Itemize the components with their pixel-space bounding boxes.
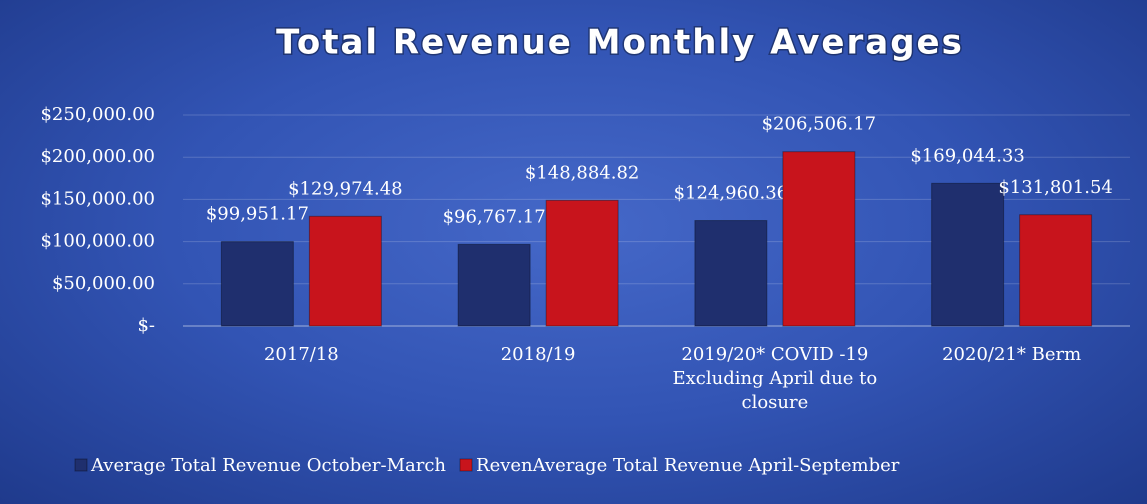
- bar: [308, 215, 382, 327]
- data-label: $206,506.17: [762, 114, 877, 135]
- bar: [931, 182, 1005, 327]
- y-tick-label: $150,000.00: [40, 188, 155, 209]
- bar: [457, 243, 531, 327]
- data-label: $129,974.48: [288, 178, 403, 199]
- x-tick-label: 2019/20* COVID -19 Excluding April due t…: [672, 344, 878, 413]
- y-tick-label: $-: [137, 315, 155, 336]
- y-tick-label: $50,000.00: [52, 273, 155, 294]
- data-label: $96,767.17: [443, 206, 546, 227]
- data-label: $99,951.17: [206, 204, 309, 225]
- data-label: $131,801.54: [998, 177, 1113, 198]
- data-label: $148,884.82: [525, 162, 640, 183]
- bar: [694, 220, 768, 327]
- bar: [545, 199, 619, 327]
- y-tick-label: $100,000.00: [40, 231, 155, 252]
- y-tick-label: $250,000.00: [40, 104, 155, 125]
- x-tick-label: 2017/18: [263, 344, 339, 365]
- legend-swatch: [74, 458, 88, 472]
- data-label: $124,960.36: [674, 183, 789, 204]
- data-label: $169,044.33: [910, 145, 1025, 166]
- bar: [1019, 214, 1093, 327]
- legend-swatch: [459, 458, 473, 472]
- x-tick-label: 2020/21* Berm: [942, 344, 1082, 365]
- legend-label: Average Total Revenue October-March: [90, 455, 446, 476]
- bar: [782, 151, 856, 327]
- bar: [220, 241, 294, 327]
- chart-title: Total Revenue Monthly Averages: [276, 23, 964, 63]
- x-tick-label: 2018/19: [500, 344, 576, 365]
- y-tick-label: $200,000.00: [40, 146, 155, 167]
- legend-label: RevenAverage Total Revenue April-Septemb…: [476, 455, 900, 476]
